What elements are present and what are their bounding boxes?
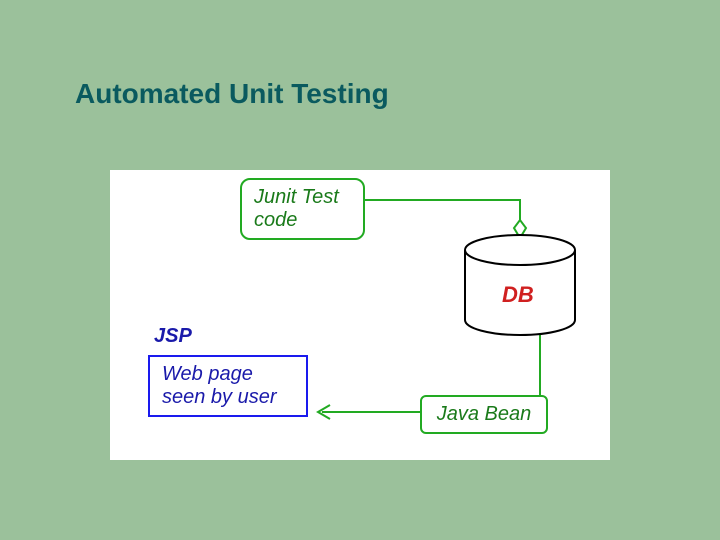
edge-junit-to-db [365, 200, 526, 238]
webpage-line1: Web page [162, 363, 253, 385]
db-label: DB [502, 282, 534, 308]
webpage-node: Web page seen by user [148, 355, 308, 417]
page-title: Automated Unit Testing [75, 78, 389, 110]
jsp-label: JSP [154, 325, 192, 348]
webpage-line2: seen by user [162, 386, 277, 408]
diagram-panel: Junit Test code JSP Web page seen by use… [110, 170, 610, 460]
junit-line2: code [254, 209, 297, 231]
edge-javabean-to-webpage [318, 405, 420, 419]
junit-line1: Junit Test [254, 186, 339, 208]
javabean-node: Java Bean [420, 395, 548, 434]
junit-test-node: Junit Test code [240, 178, 365, 240]
